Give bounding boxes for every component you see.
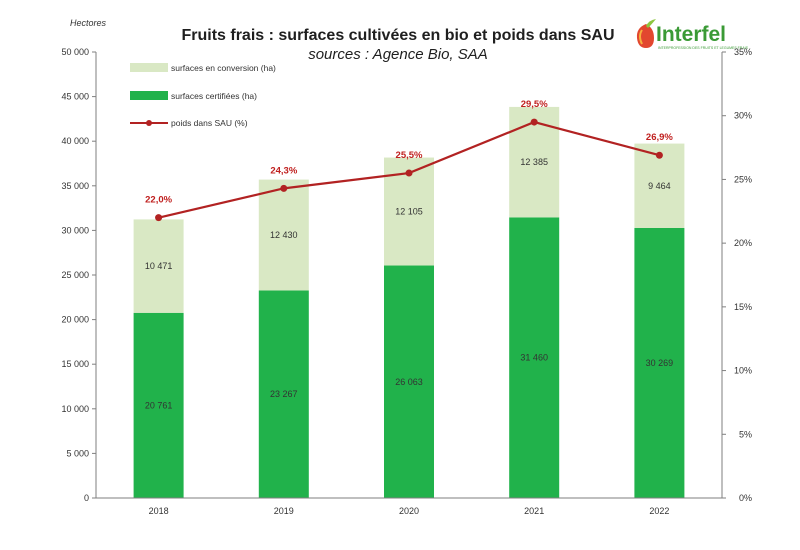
y2-tick-label: 10% — [734, 366, 752, 376]
y2-tick-label: 0% — [739, 493, 752, 503]
line-point-label: 24,3% — [270, 165, 297, 176]
y-tick-label: 45 000 — [61, 92, 89, 102]
line-point — [655, 151, 663, 159]
line-point — [530, 118, 538, 126]
y-tick-label: 25 000 — [61, 270, 89, 280]
bar-conversion-label: 12 385 — [520, 157, 548, 167]
y-tick-label: 5 000 — [66, 448, 89, 458]
x-tick-label: 2020 — [399, 506, 419, 516]
x-tick-label: 2019 — [274, 506, 294, 516]
bar-certified-label: 30 269 — [646, 358, 674, 368]
legend-label-certified: surfaces certifiées (ha) — [171, 91, 257, 101]
x-tick-label: 2022 — [649, 506, 669, 516]
legend-swatch-marker — [146, 120, 152, 126]
y-tick-label: 40 000 — [61, 136, 89, 146]
line-point-label: 29,5% — [521, 99, 548, 110]
y-tick-label: 50 000 — [61, 47, 89, 57]
line-point-label: 25,5% — [396, 150, 423, 161]
interfel-logo: Interfel INTERPROFESSION DES FRUITS ET L… — [636, 19, 749, 50]
line-point — [405, 169, 413, 177]
bar-certified-label: 23 267 — [270, 389, 298, 399]
bar-conversion-label: 9 464 — [648, 181, 671, 191]
bar-conversion — [258, 179, 309, 291]
x-tick-label: 2018 — [149, 506, 169, 516]
legend-swatch-certified — [130, 91, 168, 100]
y2-tick-label: 15% — [734, 302, 752, 312]
interfel-logo-tagline: INTERPROFESSION DES FRUITS ET LEGUMES FR… — [658, 46, 749, 50]
bar-conversion-label: 10 471 — [145, 261, 173, 271]
interfel-logo-text: Interfel — [656, 23, 726, 46]
interfel-logo-mark — [636, 19, 656, 48]
bar-certified — [133, 312, 184, 498]
y2-tick-label: 5% — [739, 429, 752, 439]
y2-tick-label: 35% — [734, 47, 752, 57]
y-tick-label: 20 000 — [61, 315, 89, 325]
bar-certified — [258, 290, 309, 498]
legend-swatch-conversion — [130, 63, 168, 72]
line-point — [280, 184, 288, 192]
y-tick-label: 30 000 — [61, 225, 89, 235]
bar-certified — [509, 217, 560, 498]
y-tick-label: 35 000 — [61, 181, 89, 191]
bar-certified — [384, 265, 434, 498]
bar-conversion — [133, 219, 184, 313]
chart-title: Fruits frais : surfaces cultivées en bio… — [181, 27, 614, 44]
legend-label-conversion: surfaces en conversion (ha) — [171, 63, 276, 73]
bar-certified — [634, 228, 685, 498]
y2-tick-label: 20% — [734, 238, 752, 248]
y-tick-label: 15 000 — [61, 359, 89, 369]
line-point-label: 22,0% — [145, 195, 172, 206]
bar-conversion-label: 12 105 — [395, 207, 423, 217]
line-point — [155, 214, 163, 222]
y-axis-unit-label: Hectores — [70, 18, 107, 28]
legend-label-line: poids dans SAU (%) — [171, 118, 248, 128]
y-tick-label: 0 — [84, 493, 89, 503]
bar-certified-label: 31 460 — [520, 353, 548, 363]
bar-certified-label: 20 761 — [145, 400, 173, 410]
x-tick-label: 2021 — [524, 506, 544, 516]
line-point-label: 26,9% — [646, 132, 673, 143]
chart-subtitle: sources : Agence Bio, SAA — [308, 46, 488, 63]
y-tick-label: 10 000 — [61, 404, 89, 414]
bar-certified-label: 26 063 — [395, 377, 423, 387]
y2-tick-label: 25% — [734, 174, 752, 184]
y2-tick-label: 30% — [734, 111, 752, 121]
bar-conversion-label: 12 430 — [270, 230, 298, 240]
